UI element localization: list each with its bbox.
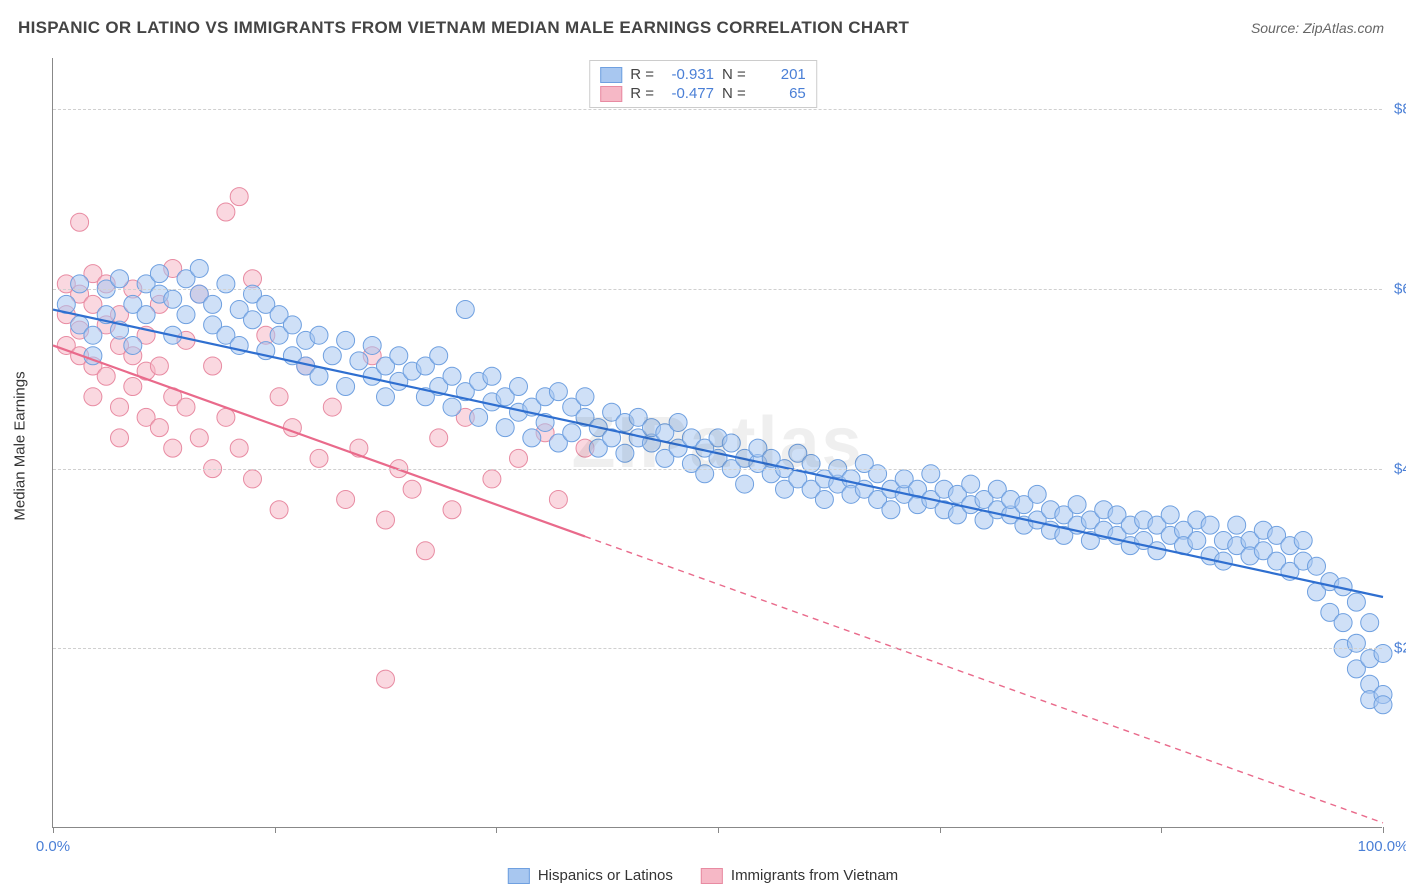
legend-label-vietnam: Immigrants from Vietnam [731,867,898,884]
source-attribution: Source: ZipAtlas.com [1251,20,1384,36]
legend-swatch-vietnam [600,86,622,102]
legend-correlation-box: R = -0.931 N = 201 R = -0.477 N = 65 [589,60,817,108]
legend-label-hispanic: Hispanics or Latinos [538,867,673,884]
legend-r-label: R = [630,66,654,83]
legend-item-hispanic: Hispanics or Latinos [508,867,673,884]
legend-swatch-hispanic [600,67,622,83]
legend-n-label: N = [722,66,746,83]
y-tick-label: $62,500 [1386,281,1406,298]
legend-row-hispanic: R = -0.931 N = 201 [600,65,806,84]
legend-swatch-vietnam-icon [701,868,723,884]
legend-swatch-hispanic-icon [508,868,530,884]
y-tick-label: $80,000 [1386,101,1406,118]
x-tick-label-min: 0.0% [36,838,70,855]
legend-n-label: N = [722,85,746,102]
legend-n-value-hispanic: 201 [754,66,806,83]
legend-item-vietnam: Immigrants from Vietnam [701,867,898,884]
legend-bottom: Hispanics or Latinos Immigrants from Vie… [508,867,898,884]
x-tick-label-max: 100.0% [1358,838,1406,855]
plot-area: ZIPatlas $27,500$45,000$62,500$80,0000.0… [52,58,1382,828]
legend-n-value-vietnam: 65 [754,85,806,102]
chart-title: HISPANIC OR LATINO VS IMMIGRANTS FROM VI… [18,18,909,38]
y-tick-label: $27,500 [1386,640,1406,657]
legend-r-label: R = [630,85,654,102]
y-axis-label: Median Male Earnings [12,371,29,520]
legend-r-value-hispanic: -0.931 [662,66,714,83]
y-tick-label: $45,000 [1386,460,1406,477]
legend-r-value-vietnam: -0.477 [662,85,714,102]
chart-svg [53,58,1382,827]
legend-row-vietnam: R = -0.477 N = 65 [600,84,806,103]
